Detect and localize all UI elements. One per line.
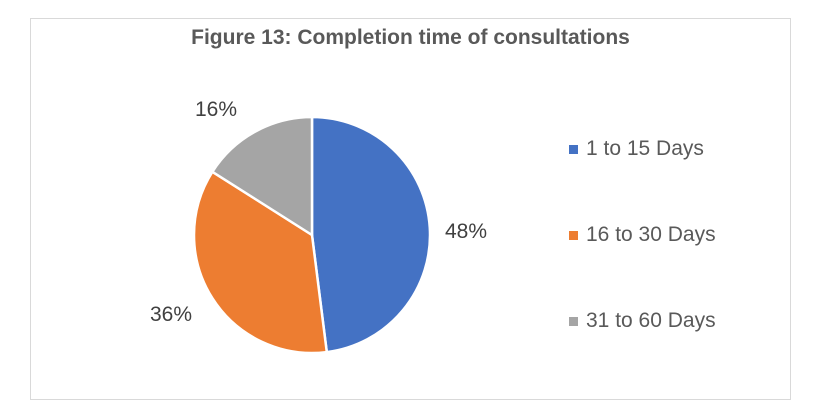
pie-slice-31-to-60-days [211,115,314,237]
legend-label: 31 to 60 Days [586,309,716,332]
legend-item-16-to-30-days: 16 to 30 Days [569,223,716,247]
legend-label: 16 to 30 Days [586,223,716,246]
legend-label: 1 to 15 Days [586,137,704,160]
legend-swatch-icon [569,316,578,326]
pie-slices [192,115,432,355]
pie-slice-16-to-30-days [192,170,329,355]
data-label-16-to-30-days: 36% [150,303,193,326]
legend-swatch-icon [569,230,578,240]
legend-swatch-icon [569,144,578,154]
legend-item-1-to-15-days: 1 to 15 Days [569,137,704,161]
data-label-31-to-60-days: 16% [195,98,238,121]
legend-item-31-to-60-days: 31 to 60 Days [569,309,716,333]
pie-slice-1-to-15-days [310,115,432,354]
data-label-1-to-15-days: 48% [445,220,488,243]
chart-title: Figure 13: Completion time of consultati… [191,26,630,49]
